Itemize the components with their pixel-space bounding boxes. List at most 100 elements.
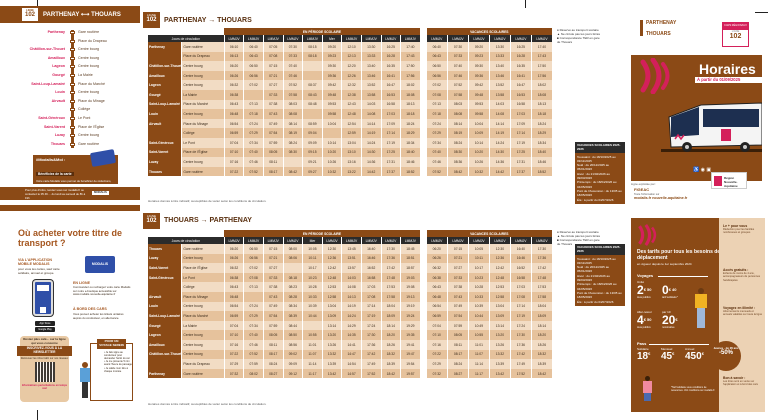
days-cell: LMMJV <box>510 35 532 42</box>
time-cell: 17:31 <box>381 157 402 167</box>
time-cell: 18:04 <box>531 301 554 312</box>
fare-price-value: 2 <box>637 283 644 297</box>
time-cell: 11:14 <box>468 359 490 369</box>
time-cell <box>243 291 264 302</box>
time-cell: 09:53 <box>322 99 343 110</box>
timetable-title: PARTHENAY → THOUARS <box>164 17 252 24</box>
time-cell: 18:14 <box>531 320 554 331</box>
line-number: 102 <box>729 33 742 40</box>
pass-label: Annuel <box>685 347 695 351</box>
time-cell: 06:50 <box>243 244 264 254</box>
time-cell: 09:27 <box>302 166 323 177</box>
commune-cell: Saint-Généroux <box>148 137 183 148</box>
stop-cell: Place du Marché <box>181 311 225 321</box>
table-row: Thouars Gare routière 06:20 06:50 07:15 08:00… <box>148 244 554 254</box>
qr-code-icon[interactable] <box>34 361 55 382</box>
holidays-box: VACANCES SCOLAIRES 2025-2026 Toussaint : … <box>575 244 625 306</box>
newsletter-alert: Informations perturbations en temps réel <box>21 383 68 391</box>
time-cell: 07:02 <box>426 80 449 90</box>
info-site[interactable]: modalis.fr <box>634 196 652 200</box>
time-cell: 09:04 <box>302 128 323 138</box>
time-cell: 09:36 <box>322 70 343 81</box>
cover-title: Horaires <box>699 61 756 77</box>
time-cell: 10:23 <box>302 272 323 283</box>
line-badge: LIGNE 102 <box>143 213 160 229</box>
period-holiday: VACANCES SCOLAIRES <box>426 28 553 35</box>
time-cell: 11:17 <box>468 368 490 379</box>
gap-cell <box>420 51 427 62</box>
route-stop: Collège <box>0 106 140 113</box>
time-cell: 06:50 <box>426 61 449 71</box>
app-store-button[interactable]: App Store <box>35 321 55 326</box>
stop-cell: Le Pont <box>181 272 225 283</box>
period-school: EN PÉRIODE SCOLAIRE <box>224 230 421 237</box>
time-cell <box>283 157 304 167</box>
time-cell: 07:46 <box>243 339 264 350</box>
commune-cell: Airvault <box>148 118 183 129</box>
fare-note: tarif solidaire* <box>662 296 678 299</box>
stop-cell: Collège <box>181 282 225 292</box>
time-cell: 14:42 <box>361 166 382 177</box>
time-cell: 16:46 <box>510 253 532 264</box>
time-cell: 18:45 <box>400 244 421 254</box>
legend: ● Réservé au transport scolaire ▲ Ne circ… <box>557 230 602 246</box>
time-cell: 18:24 <box>531 118 554 129</box>
time-cell: 06:43 <box>224 282 245 292</box>
days-cell: Mer <box>322 35 343 42</box>
gap-cell <box>420 272 427 283</box>
time-cell: 17:37 <box>381 166 402 177</box>
pass-price: 18€ <box>637 351 650 362</box>
time-cell: 17:53 <box>381 282 402 292</box>
pass-item: Annuel 450€ <box>685 347 704 362</box>
days-row: Jours de circulation LMMJV LMMJV LMMJV LMMJV… <box>148 35 554 42</box>
holiday-line: Toussaint : du 18/10/2025 au 03/11/2025 <box>577 154 616 163</box>
time-cell: 07:10 <box>224 330 245 340</box>
time-cell: 07:18 <box>426 109 449 119</box>
commune-cell: Saint-Loup-Lamairé <box>148 311 183 321</box>
time-cell: 07:16 <box>224 157 245 167</box>
onboard-text: Vous pouvez acheter les tickets unitaire… <box>73 312 124 320</box>
fare-side-text: Abonnements mensuels et annuels valables… <box>723 310 763 317</box>
gap-cell <box>420 109 427 119</box>
time-cell: 12:32 <box>341 80 362 90</box>
time-cell: 10:33 <box>302 291 323 302</box>
time-cell: 07:08 <box>426 89 449 100</box>
time-cell: 17:40 <box>531 42 554 52</box>
fare-label: par 10 <box>662 310 671 314</box>
time-cell: 17:03 <box>381 109 402 119</box>
time-cell: 14:03 <box>361 99 382 110</box>
time-cell: 10:28 <box>468 282 490 292</box>
time-cell: 07:52 <box>243 349 264 360</box>
time-cell: 10:55 <box>468 330 490 340</box>
gap-cell <box>420 61 427 71</box>
info-site-2[interactable]: nouvelle-aquitaine.fr <box>652 196 688 200</box>
time-cell: 17:36 <box>510 339 532 350</box>
time-cell: 18:52 <box>400 166 421 177</box>
newsletter-button[interactable]: INSCRIVEZ-VOUS À LA NEWSLETTER <box>17 346 72 356</box>
time-cell: 08:17 <box>263 166 284 177</box>
time-cell: 19:29 <box>400 320 421 331</box>
google-play-button[interactable]: Google Play <box>35 327 55 332</box>
time-cell: 07:58 <box>283 89 304 100</box>
youth-title: Jeunes - de 26 ans <box>713 346 739 350</box>
time-cell: 07:33 <box>263 89 284 100</box>
time-cell: 07:30 <box>283 42 304 52</box>
time-cell: 07:22 <box>426 349 449 360</box>
stop-cell: Centre bourg <box>181 109 225 119</box>
app-text: pour vous les cartes, sauf carte solidai… <box>18 267 60 275</box>
fares-panel: Des tarifs pour tous les besoins de dépl… <box>631 218 720 412</box>
time-cell: 17:36 <box>381 253 402 264</box>
days-cell: LMMJV <box>361 237 382 244</box>
fare-label: Aller-retour <box>637 310 652 314</box>
time-cell: 16:47 <box>381 80 402 90</box>
table-row: Gourgé La Mairie 06:38 07:33 07:58 08:43 09:48… <box>148 89 554 100</box>
serene-box: POUR UN VOYAGE SEREIN • Je fais signe au… <box>90 339 133 401</box>
stop-cell: Place de l'Église <box>181 263 225 273</box>
time-cell: 08:42 <box>283 166 304 177</box>
fare-price-cents: € 50 <box>643 317 652 322</box>
time-cell: 13:20 <box>489 330 511 340</box>
time-cell: 07:29 <box>243 128 264 138</box>
time-cell: 10:09 <box>468 128 490 138</box>
pass-label: Solidaire <box>637 347 649 351</box>
time-cell: 06:43 <box>426 51 449 62</box>
